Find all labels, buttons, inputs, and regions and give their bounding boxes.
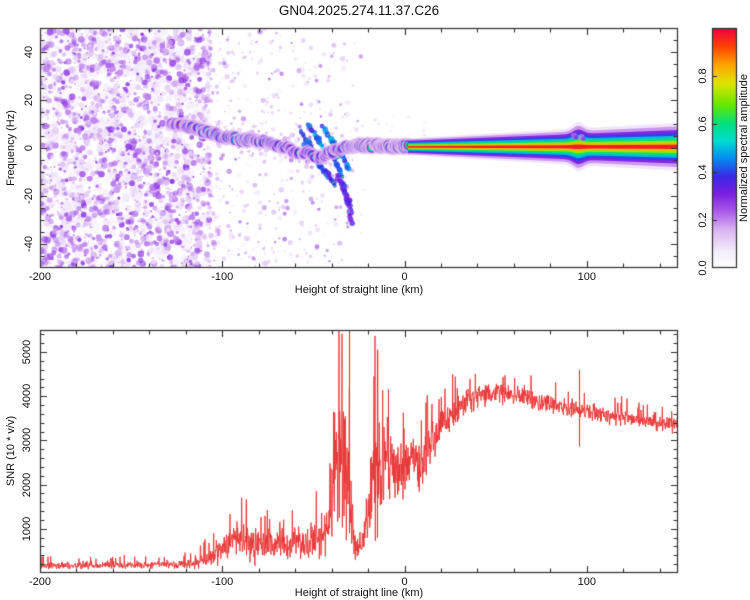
top-y-tick-label: -20 [23, 188, 35, 204]
bottom-x-tick-label: -200 [28, 576, 52, 588]
bottom-y-tick-label: 1000 [21, 516, 33, 542]
bottom-x-tick-label: 0 [401, 576, 408, 588]
bottom-x-tick-label: 100 [577, 576, 597, 588]
top-x-tick-label: -100 [211, 271, 234, 283]
top-x-axis-label: Height of straight line (km) [294, 284, 424, 296]
top-y-tick-label: 20 [23, 93, 35, 107]
colorbar-tick-label: 0.0 [697, 260, 709, 276]
colorbar-tick-label: 0.6 [697, 116, 709, 132]
bottom-y-tick-label: 4000 [21, 384, 33, 409]
top-x-tick-label: 100 [577, 271, 597, 283]
top-x-tick-label: -200 [28, 271, 52, 283]
bottom-y-axis-label: SNR (10 * v/v) [5, 415, 17, 487]
bottom-y-tick-label: 2000 [21, 472, 33, 497]
top-x-tick-label: 0 [401, 271, 408, 283]
top-y-axis-label: Frequency (Hz) [5, 110, 17, 186]
figure-title: GN04.2025.274.11.37.C26 [278, 3, 440, 18]
bottom-y-tick-label: 5000 [21, 339, 33, 365]
bottom-x-axis-label: Height of straight line (km) [294, 587, 424, 599]
top-y-tick-label: 40 [23, 45, 35, 59]
colorbar-tick-label: 0.8 [697, 68, 709, 84]
bottom-x-tick-label: -100 [211, 576, 234, 588]
colorbar-tick-label: 0.4 [697, 164, 709, 180]
colorbar-label: Normalized spectral amplitude [738, 74, 750, 222]
colorbar-tick-label: 0.2 [697, 212, 709, 228]
top-y-tick-label: 0 [23, 144, 35, 152]
top-y-tick-label: -40 [23, 236, 35, 252]
bottom-y-tick-label: 3000 [21, 428, 33, 453]
